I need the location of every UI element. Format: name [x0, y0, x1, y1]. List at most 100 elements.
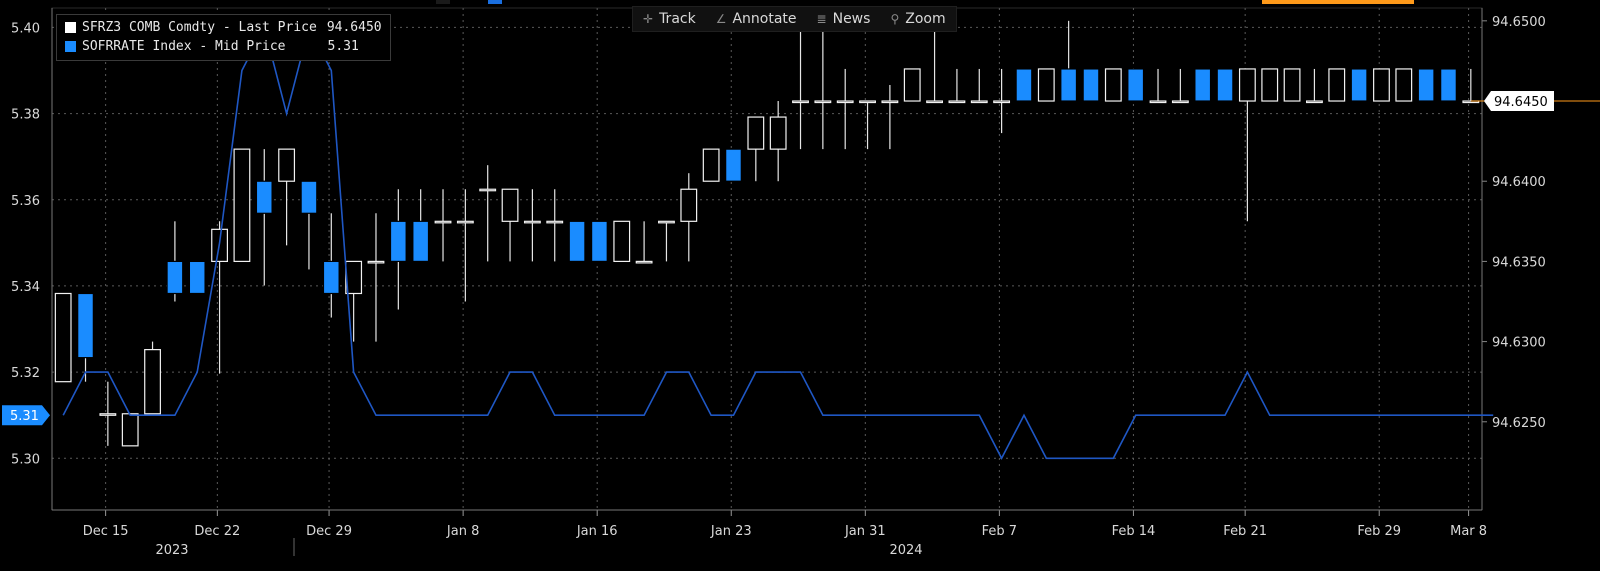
right-axis-tick-label: 94.6250 — [1492, 416, 1546, 431]
candle-body[interactable] — [188, 260, 206, 295]
news-button[interactable]: ≣ News — [816, 11, 871, 27]
candle-body[interactable] — [1171, 100, 1189, 104]
candle-body[interactable] — [1082, 68, 1100, 102]
x-axis-tick-label: Dec 15 — [83, 524, 129, 539]
candle-body[interactable] — [77, 292, 94, 359]
candle-body[interactable] — [859, 100, 876, 104]
candle-body[interactable] — [1440, 68, 1457, 102]
left-axis-tick-label: 5.30 — [11, 452, 40, 467]
candle-body[interactable] — [769, 116, 787, 150]
candle-body[interactable] — [1037, 68, 1055, 102]
candle-body[interactable] — [680, 188, 698, 222]
legend-item-sofrrate[interactable]: SOFRRATE Index - Mid Price 5.31 — [65, 37, 382, 56]
x-axis-tick-label: Mar 8 — [1450, 524, 1487, 539]
candle-body[interactable] — [479, 188, 497, 192]
candle-body[interactable] — [434, 220, 452, 224]
candle-body[interactable] — [1417, 68, 1435, 102]
x-axis-tick-label: Feb 14 — [1112, 524, 1156, 539]
legend-item-sfrz3[interactable]: SFRZ3 COMB Comdty - Last Price 94.6450 — [65, 18, 382, 37]
candle-body[interactable] — [1216, 68, 1234, 102]
x-axis-tick-label: Dec 22 — [194, 524, 240, 539]
candle-body[interactable] — [1238, 68, 1256, 102]
candle-body[interactable] — [1395, 68, 1413, 102]
candle-body[interactable] — [948, 100, 966, 104]
candle-body[interactable] — [233, 148, 251, 263]
left-axis-tick-label: 5.36 — [11, 194, 40, 209]
chart-legend: SFRZ3 COMB Comdty - Last Price 94.6450 S… — [56, 14, 391, 61]
legend-swatch-blue — [65, 41, 76, 52]
candle-body[interactable] — [412, 220, 430, 263]
candle-body[interactable] — [166, 260, 184, 295]
candle-body[interactable] — [501, 188, 519, 222]
candle-body[interactable] — [568, 220, 586, 263]
legend-value: 94.6450 — [326, 20, 382, 35]
year-label-2023: 2023 — [155, 543, 188, 558]
candle-body[interactable] — [1283, 68, 1301, 102]
candle-body[interactable] — [54, 292, 72, 383]
candle-body[interactable] — [814, 100, 832, 104]
candle-body[interactable] — [658, 220, 675, 224]
candle-body[interactable] — [1261, 68, 1279, 102]
legend-label: SOFRRATE Index - Mid Price — [82, 39, 286, 54]
candle-body[interactable] — [635, 260, 653, 264]
track-button[interactable]: ✛ Track — [643, 11, 696, 27]
x-axis-tick-label: Jan 23 — [710, 524, 752, 539]
top-tab-indicator — [436, 0, 450, 4]
candle-body[interactable] — [278, 148, 296, 182]
left-axis-tick-label: 5.32 — [11, 366, 40, 381]
x-axis-tick-label: Feb 7 — [982, 524, 1017, 539]
candle-body[interactable] — [702, 148, 720, 182]
x-axis-tick-label: Feb 21 — [1223, 524, 1267, 539]
news-icon: ≣ — [816, 12, 827, 26]
left-axis-tick-label: 5.34 — [11, 280, 40, 295]
candle-body[interactable] — [1373, 68, 1390, 102]
candle-body[interactable] — [144, 349, 161, 415]
candle-body[interactable] — [1127, 68, 1145, 102]
candle-body[interactable] — [792, 100, 809, 104]
zoom-button[interactable]: ⚲ Zoom — [890, 11, 946, 27]
candle-body[interactable] — [903, 68, 921, 102]
candle-body[interactable] — [300, 180, 318, 214]
candle-body[interactable] — [591, 220, 608, 263]
candle-body[interactable] — [322, 260, 340, 295]
x-axis-tick-label: Jan 16 — [576, 524, 618, 539]
candle-body[interactable] — [970, 100, 988, 104]
x-axis-tick-label: Feb 29 — [1357, 524, 1401, 539]
candle-body[interactable] — [121, 413, 139, 447]
last-price-tag-label: 94.6450 — [1494, 95, 1548, 110]
sofr-line[interactable] — [62, 25, 1494, 461]
candle-body[interactable] — [881, 100, 899, 104]
candle-body[interactable] — [1306, 100, 1323, 104]
candle-body[interactable] — [1015, 68, 1033, 102]
right-axis-tick-label: 94.6400 — [1492, 175, 1546, 190]
year-label-2024: 2024 — [889, 543, 922, 558]
candle-body[interactable] — [523, 220, 541, 224]
top-orange-bar — [1262, 0, 1414, 4]
candle-body[interactable] — [1194, 68, 1212, 102]
candle-body[interactable] — [1328, 68, 1346, 102]
legend-swatch-white — [65, 22, 76, 33]
magnifier-icon: ⚲ — [890, 12, 900, 26]
candle-body[interactable] — [546, 220, 564, 224]
candle-body[interactable] — [389, 220, 407, 263]
x-axis-tick-label: Jan 8 — [446, 524, 479, 539]
candle-body[interactable] — [1060, 68, 1078, 102]
candle-body[interactable] — [255, 180, 273, 214]
candle-body[interactable] — [613, 220, 631, 263]
candle-body[interactable] — [456, 220, 474, 224]
candle-body[interactable] — [99, 413, 117, 416]
annotate-button[interactable]: ∠ Annotate — [715, 11, 797, 27]
candle-body[interactable] — [747, 116, 765, 150]
candle-body[interactable] — [1104, 68, 1122, 102]
candle-body[interactable] — [993, 100, 1011, 104]
candle-body[interactable] — [725, 148, 742, 182]
x-axis-tick-label: Jan 31 — [844, 524, 886, 539]
candle-body[interactable] — [367, 260, 385, 264]
candle-body[interactable] — [836, 100, 854, 104]
candle-body[interactable] — [1149, 100, 1167, 104]
candle-body[interactable] — [1350, 68, 1368, 102]
candle-body[interactable] — [926, 100, 943, 104]
top-tab-indicator — [488, 0, 502, 4]
x-axis-tick-label: Dec 29 — [306, 524, 352, 539]
